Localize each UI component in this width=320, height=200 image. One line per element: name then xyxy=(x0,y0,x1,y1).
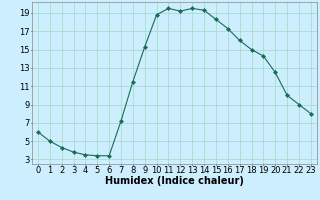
X-axis label: Humidex (Indice chaleur): Humidex (Indice chaleur) xyxy=(105,176,244,186)
